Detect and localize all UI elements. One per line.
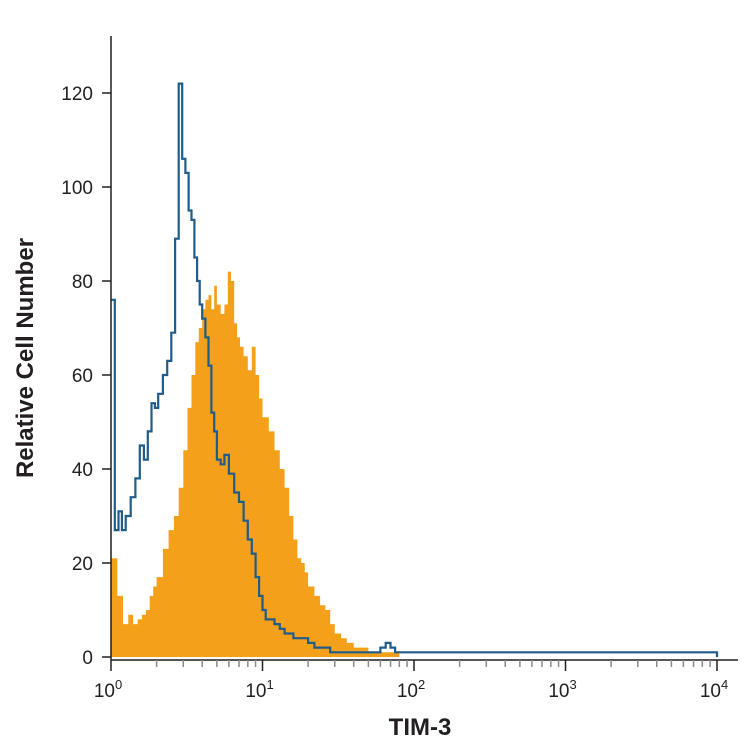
y-tick-label: 20 (72, 554, 93, 575)
y-axis-title: Relative Cell Number (12, 238, 39, 478)
y-tick-label: 40 (72, 460, 93, 481)
histogram-filled-series (111, 271, 400, 657)
y-ticks: 0 20 40 60 80 100 120 (61, 84, 111, 669)
series-layer (111, 82, 719, 657)
y-tick-label: 100 (61, 178, 93, 199)
x-tick-label: 102 (397, 677, 425, 702)
x-tick-label: 103 (548, 677, 576, 702)
y-tick-label: 60 (72, 366, 93, 387)
x-tick-label: 104 (700, 677, 728, 702)
x-tick-label: 101 (245, 677, 273, 702)
histogram-outline-series (111, 82, 719, 657)
y-tick-label: 80 (72, 272, 93, 293)
x-axis-title: TIM-3 (389, 714, 452, 741)
y-tick-label: 120 (61, 84, 93, 105)
axes-layer (110, 36, 738, 661)
y-tick-label: 0 (82, 648, 93, 669)
x-ticks: 100 101 102 103 104 (94, 660, 728, 702)
x-tick-label: 100 (94, 677, 122, 702)
